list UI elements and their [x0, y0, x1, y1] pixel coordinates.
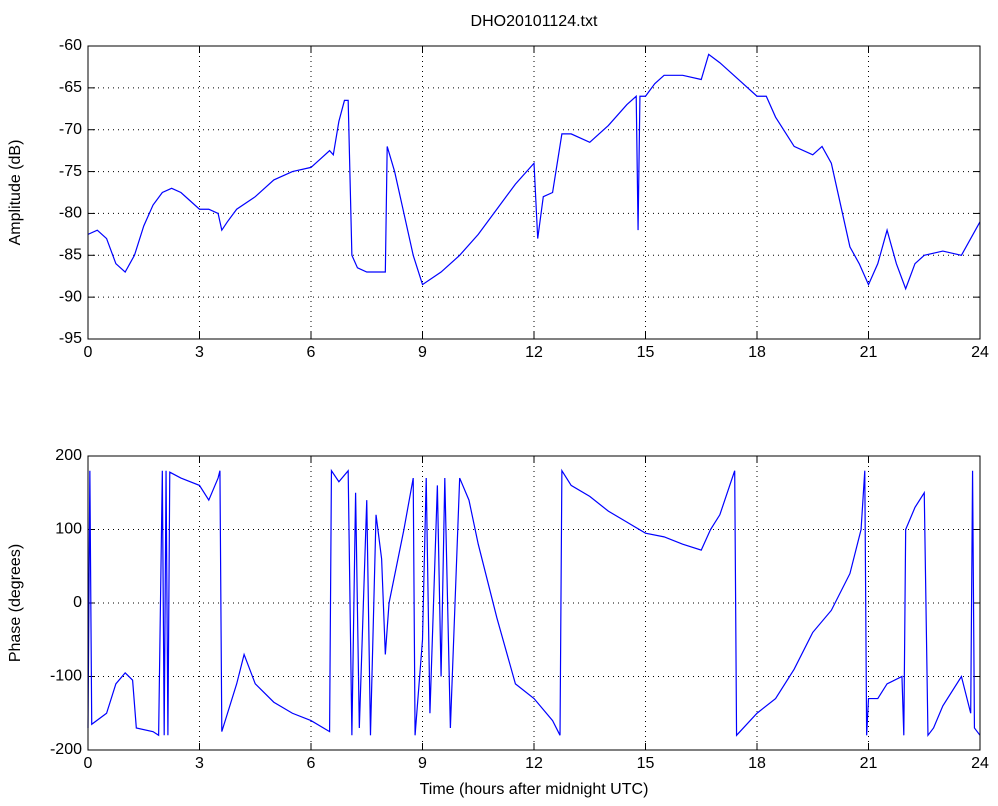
x-tick-label: 15 — [637, 755, 655, 772]
y-axis-label: Phase (degrees) — [7, 544, 24, 662]
x-tick-label: 21 — [860, 344, 878, 361]
axes-box — [87, 455, 981, 751]
y-tick-label: -85 — [59, 247, 82, 264]
x-tick-label: 9 — [418, 755, 427, 772]
x-tick-label: 15 — [637, 344, 655, 361]
y-tick-label: 100 — [55, 521, 82, 538]
y-tick-label: -95 — [59, 330, 82, 347]
x-tick-label: 6 — [307, 755, 316, 772]
x-tick-label: 3 — [195, 755, 204, 772]
y-tick-label: -60 — [59, 37, 82, 54]
axes-box — [87, 45, 981, 340]
x-tick-label: 24 — [971, 344, 989, 361]
data-line — [87, 468, 981, 738]
x-tick-label: 9 — [418, 344, 427, 361]
y-tick-label: -70 — [59, 121, 82, 138]
x-tick-label: 12 — [525, 755, 543, 772]
x-tick-label: 0 — [84, 344, 93, 361]
x-tick-label: 12 — [525, 344, 543, 361]
y-tick-label: -100 — [50, 668, 82, 685]
plot-area — [88, 46, 980, 339]
x-tick-label: 18 — [748, 755, 766, 772]
x-tick-label: 0 — [84, 755, 93, 772]
x-axis-label: Time (hours after midnight UTC) — [420, 781, 649, 798]
y-tick-label: -75 — [59, 163, 82, 180]
data-line — [87, 53, 981, 291]
y-tick-label: -200 — [50, 741, 82, 758]
x-tick-label: 24 — [971, 755, 989, 772]
y-tick-label: 200 — [55, 447, 82, 464]
y-tick-label: -90 — [59, 288, 82, 305]
y-tick-label: -80 — [59, 205, 82, 222]
x-tick-label: 18 — [748, 344, 766, 361]
y-tick-label: -65 — [59, 79, 82, 96]
chart-title: DHO20101124.txt — [471, 13, 598, 30]
y-tick-label: 0 — [73, 594, 82, 611]
x-tick-label: 3 — [195, 344, 204, 361]
x-tick-label: 6 — [307, 344, 316, 361]
y-axis-label: Amplitude (dB) — [7, 140, 24, 246]
x-tick-label: 21 — [860, 755, 878, 772]
